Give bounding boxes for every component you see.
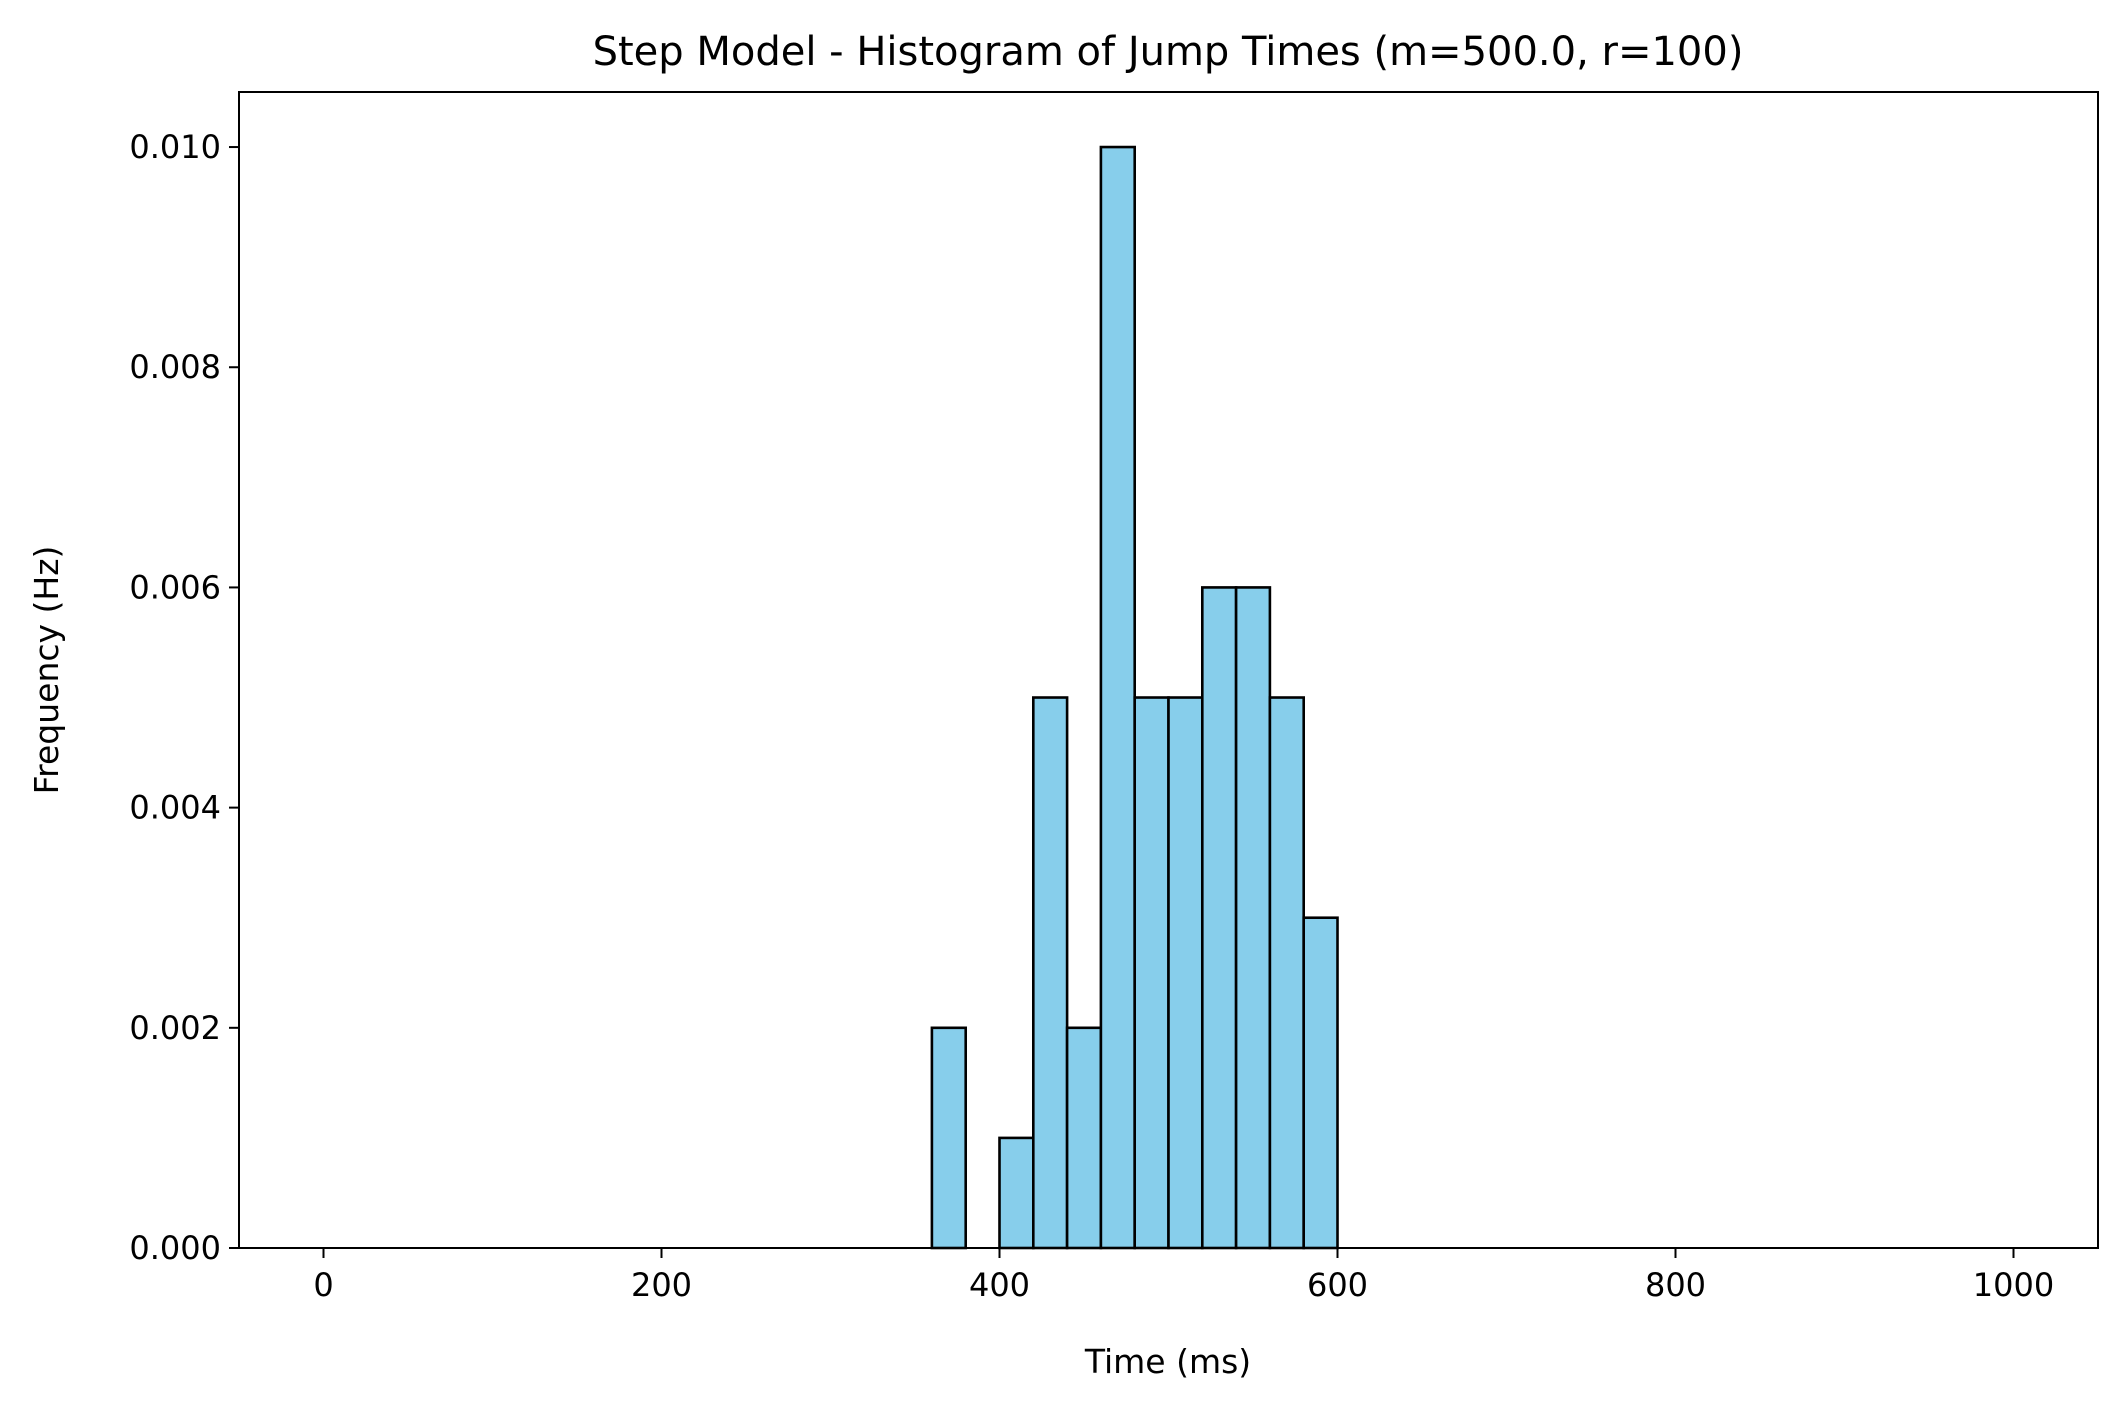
- x-tick-label: 1000: [1973, 1266, 2054, 1304]
- histogram-bar: [1167, 696, 1204, 1250]
- y-tick-label: 0.002: [129, 1009, 221, 1047]
- x-tick-label: 0: [313, 1266, 333, 1304]
- y-tick-label: 0.008: [129, 348, 221, 386]
- x-tick-label: 200: [631, 1266, 692, 1304]
- y-axis-label: Frequency (Hz): [27, 546, 66, 795]
- x-tick-label: 600: [1307, 1266, 1368, 1304]
- histogram-bar: [1065, 1026, 1103, 1250]
- plot-frame: [238, 91, 2099, 1249]
- x-tick-label: 400: [969, 1266, 1030, 1304]
- histogram-bars: [930, 145, 1339, 1250]
- y-axis-ticks: 0.000 0.002 0.004 0.006 0.008 0.010: [129, 128, 239, 1267]
- histogram-bar: [1302, 916, 1339, 1250]
- histogram-bar: [1268, 696, 1306, 1250]
- y-tick-label: 0.000: [129, 1229, 221, 1267]
- histogram-bar: [998, 1136, 1035, 1250]
- x-tick-label: 800: [1645, 1266, 1706, 1304]
- histogram-bar: [1032, 696, 1069, 1250]
- histogram-bar: [1234, 586, 1272, 1250]
- histogram-bar: [1099, 145, 1137, 1250]
- x-axis-label: Time (ms): [1084, 1342, 1251, 1381]
- y-tick-label: 0.010: [129, 128, 221, 166]
- x-axis-ticks: 0 200 400 600 800 1000: [313, 1248, 2054, 1304]
- y-tick-label: 0.006: [129, 568, 221, 606]
- histogram-bar: [930, 1026, 968, 1250]
- y-tick-label: 0.004: [129, 789, 221, 827]
- histogram-bar: [1201, 586, 1238, 1250]
- chart-title: Step Model - Histogram of Jump Times (m=…: [593, 29, 1744, 75]
- histogram-bar: [1133, 696, 1170, 1250]
